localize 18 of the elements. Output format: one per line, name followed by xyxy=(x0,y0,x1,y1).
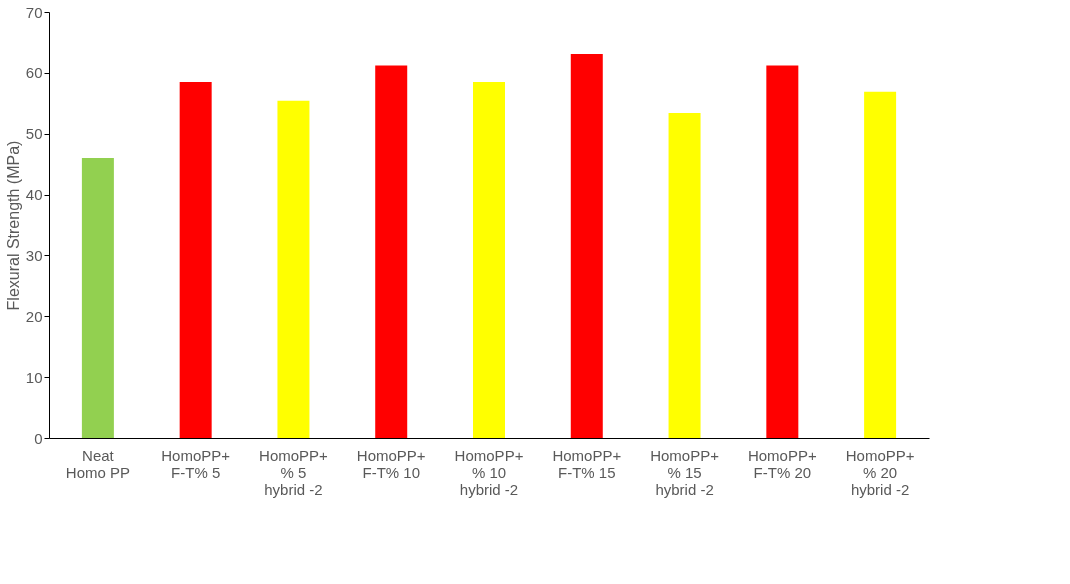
x-tick-label: HomoPP+ F-T% 15 xyxy=(552,446,622,481)
x-tick-label: Neat Homo PP xyxy=(65,446,130,481)
x-tick-label: HomoPP+ % 20 hybrid -2 xyxy=(845,446,915,498)
y-axis-title: Flexural Strength (MPa) xyxy=(4,140,22,311)
y-tick-label: 50 xyxy=(25,125,43,143)
y-tick-label: 70 xyxy=(25,3,43,21)
y-tick-label: 0 xyxy=(34,429,43,447)
x-tick-label: HomoPP+ % 5 hybrid -2 xyxy=(259,446,329,498)
y-tick-label: 20 xyxy=(25,307,43,325)
x-tick-label: HomoPP+ F-T% 20 xyxy=(747,446,817,481)
x-tick-label: HomoPP+ F-T% 10 xyxy=(356,446,426,481)
x-tick-label: HomoPP+ % 10 hybrid -2 xyxy=(454,446,524,498)
y-tick-label: 10 xyxy=(25,368,43,386)
x-tick-label: HomoPP+ F-T% 5 xyxy=(161,446,231,481)
x-tick-label: HomoPP+ % 15 hybrid -2 xyxy=(650,446,720,498)
y-tick-label: 60 xyxy=(25,64,43,82)
y-tick-label: 30 xyxy=(25,246,43,264)
y-tick-label: 40 xyxy=(25,186,43,204)
